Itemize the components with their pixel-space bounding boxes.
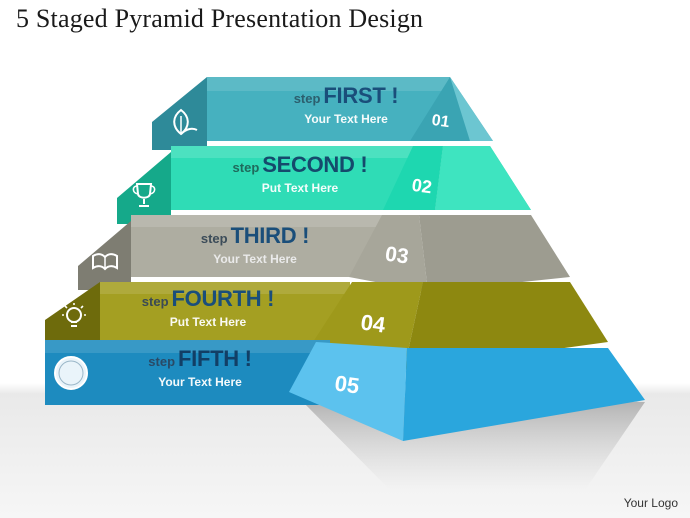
- step-3-label: step THIRD ! Your Text Here: [165, 223, 345, 267]
- step-5: 05: [45, 340, 645, 441]
- step-1-number: 01: [431, 112, 451, 131]
- step-5-ribbon: [45, 340, 330, 405]
- step-5-prefix: step: [148, 354, 176, 369]
- step-2-subtitle: Put Text Here: [261, 181, 339, 195]
- step-3-prefix: step: [200, 231, 228, 246]
- step-4-ribbon-fold: [45, 282, 100, 345]
- step-5-title: FIFTH !: [178, 346, 252, 371]
- step-1: 01: [152, 77, 493, 150]
- compass-icon: [54, 356, 88, 390]
- step-4-title: FOURTH !: [171, 286, 275, 311]
- step-3-subtitle: Your Text Here: [213, 252, 297, 266]
- lightbulb-icon: [62, 303, 86, 327]
- step-2-ribbon: [171, 146, 417, 210]
- step-1-title: FIRST !: [323, 83, 399, 108]
- step-2-number: 02: [411, 175, 434, 198]
- step-2: 02: [117, 146, 531, 224]
- step-2-pyramid-front: [383, 146, 443, 210]
- step-5-pyramid-front: [289, 342, 407, 441]
- step-4-ribbon: [100, 282, 350, 342]
- step-4-number: 04: [359, 309, 387, 337]
- step-2-title: SECOND !: [262, 152, 368, 177]
- step-5-label: step FIFTH ! Your Text Here: [110, 346, 290, 390]
- step-5-number: 05: [333, 370, 361, 398]
- step-1-subtitle: Your Text Here: [304, 112, 388, 126]
- step-3-ribbon: [131, 215, 387, 277]
- step-4-ribbon-shade: [100, 282, 350, 294]
- step-3-number: 03: [384, 243, 410, 269]
- step-4-label: step FOURTH ! Put Text Here: [118, 286, 298, 330]
- step-5-pyramid-side: [403, 348, 645, 441]
- step-3-pyramid-front: [349, 215, 428, 292]
- step-5-ribbon-shade: [45, 340, 330, 353]
- slide-title: 5 Staged Pyramid Presentation Design: [16, 4, 424, 33]
- step-1-ribbon-shade: [207, 77, 450, 91]
- step-3-title: THIRD !: [230, 223, 310, 248]
- step-4-subtitle: Put Text Here: [169, 315, 247, 329]
- logo-text: Your Logo: [623, 496, 678, 510]
- book-icon: [92, 253, 118, 271]
- step-4-prefix: step: [141, 294, 169, 309]
- step-2-ribbon-fold: [117, 152, 171, 224]
- step-2-label: step SECOND ! Put Text Here: [210, 152, 390, 196]
- step-5-subtitle: Your Text Here: [158, 375, 242, 389]
- step-1-pyramid-side: [450, 77, 493, 141]
- step-1-ribbon-fold: [152, 77, 207, 150]
- step-2-prefix: step: [232, 160, 260, 175]
- step-3-pyramid-side: [419, 215, 570, 292]
- step-3-ribbon-shade: [131, 215, 387, 227]
- step-2-pyramid-side: [435, 146, 531, 210]
- step-1-ribbon: [207, 77, 450, 141]
- step-1-prefix: step: [293, 91, 321, 106]
- trophy-icon: [132, 183, 156, 207]
- step-2-ribbon-shade: [171, 146, 417, 158]
- step-3: 03: [78, 215, 570, 292]
- step-1-label: step FIRST ! Your Text Here: [256, 83, 436, 127]
- leaf-icon: [173, 108, 198, 136]
